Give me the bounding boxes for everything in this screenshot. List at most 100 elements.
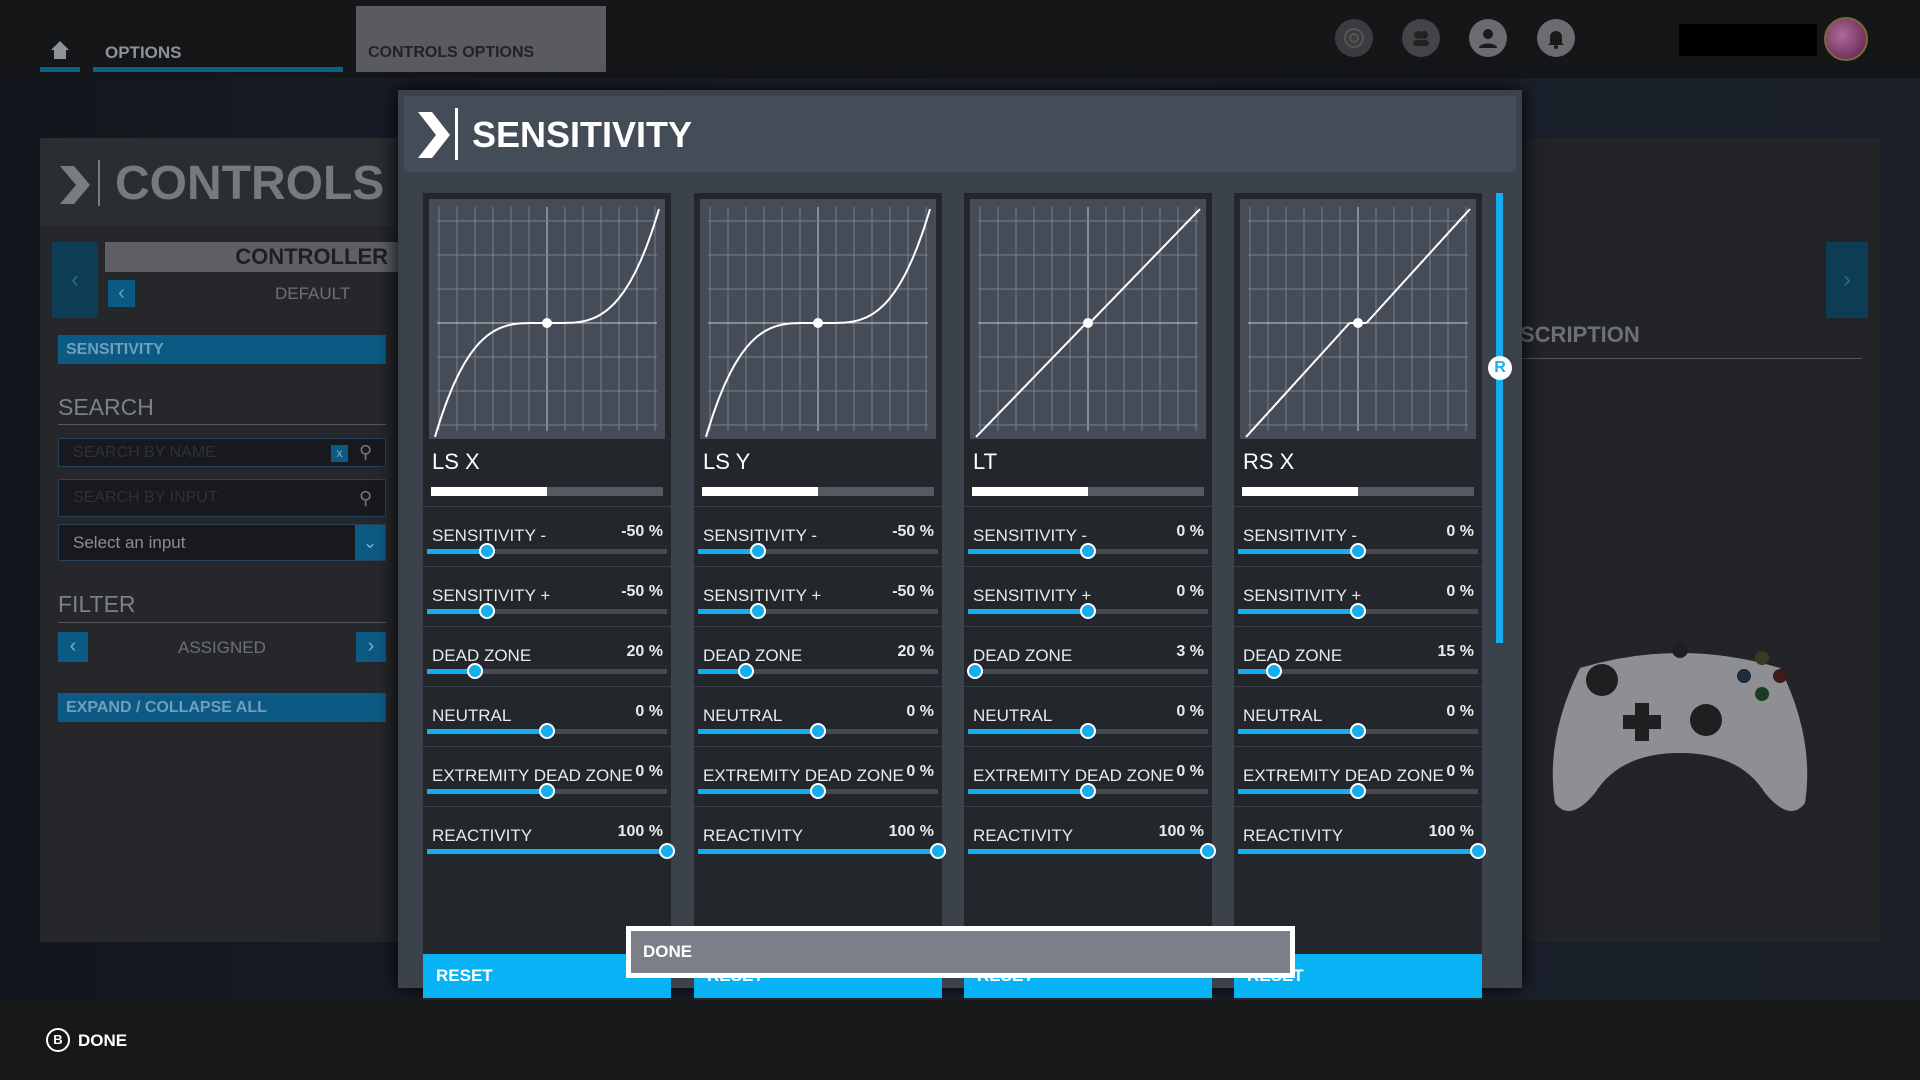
slider-handle[interactable] (1080, 723, 1096, 739)
category-sensitivity[interactable]: SENSITIVITY (58, 335, 386, 364)
slider-handle[interactable] (1266, 663, 1282, 679)
setting-row: REACTIVITY 100 % (964, 806, 1216, 866)
slider-handle[interactable] (1200, 843, 1216, 859)
tab-options[interactable]: OPTIONS (105, 43, 182, 62)
home-underline (40, 67, 80, 72)
next-device-button[interactable]: › (1826, 242, 1868, 318)
setting-value: -50 % (621, 523, 663, 540)
slider-handle[interactable] (1470, 843, 1486, 859)
slider-handle[interactable] (479, 543, 495, 559)
setting-slider[interactable] (968, 783, 1208, 799)
setting-slider[interactable] (427, 783, 667, 799)
setting-slider[interactable] (698, 663, 938, 679)
setting-label: REACTIVITY (432, 826, 533, 845)
slider-fill (427, 609, 487, 614)
setting-row: DEAD ZONE 20 % (423, 626, 671, 686)
activity-icon[interactable] (1335, 19, 1373, 57)
setting-slider[interactable] (427, 603, 667, 619)
setting-value: 0 % (906, 703, 934, 720)
setting-slider[interactable] (1238, 843, 1486, 859)
setting-slider[interactable] (698, 543, 938, 559)
setting-value: 15 % (1437, 643, 1474, 660)
setting-value: 0 % (1446, 763, 1474, 780)
footer-done[interactable]: DONE (78, 1031, 128, 1050)
scrollbar[interactable] (1496, 193, 1503, 643)
slider-handle[interactable] (1350, 723, 1366, 739)
setting-slider[interactable] (698, 843, 946, 859)
chevron-down-icon[interactable]: ⌄ (355, 525, 385, 560)
setting-slider[interactable] (1238, 723, 1478, 739)
sensitivity-dialog: SENSITIVITY LS X SENSITIVITY - -50 % SENSIT… (398, 90, 1522, 1002)
tab-controls-options[interactable]: CONTROLS OPTIONS (356, 6, 606, 72)
divider (58, 622, 386, 623)
setting-slider[interactable] (427, 663, 667, 679)
home-icon[interactable] (50, 40, 70, 60)
friends-icon[interactable] (1402, 19, 1440, 57)
setting-row: NEUTRAL 0 % (964, 686, 1212, 746)
slider-handle[interactable] (1080, 543, 1096, 559)
done-button[interactable]: DONE (626, 926, 1295, 978)
setting-slider[interactable] (698, 603, 938, 619)
slider-handle[interactable] (659, 843, 675, 859)
setting-slider[interactable] (968, 723, 1208, 739)
slider-handle[interactable] (967, 663, 984, 679)
setting-slider[interactable] (698, 783, 938, 799)
input-level-fill (1242, 487, 1358, 496)
setting-slider[interactable] (1238, 663, 1478, 679)
setting-slider[interactable] (967, 663, 1208, 679)
search-icon[interactable]: ⚲ (359, 442, 373, 462)
search-by-input-input[interactable]: SEARCH BY INPUT ⚲ (58, 479, 386, 517)
setting-label: SENSITIVITY + (973, 586, 1092, 605)
slider-handle[interactable] (1080, 783, 1096, 799)
profile-icon[interactable] (1469, 19, 1507, 57)
slider-handle[interactable] (1350, 783, 1366, 799)
slider-handle[interactable] (467, 663, 483, 679)
slider-handle[interactable] (750, 543, 766, 559)
filter-prev-button[interactable]: ‹ (58, 632, 88, 662)
setting-slider[interactable] (968, 543, 1208, 559)
slider-handle[interactable] (930, 843, 946, 859)
slider-handle[interactable] (1350, 603, 1366, 619)
slider-handle[interactable] (539, 723, 555, 739)
setting-slider[interactable] (1238, 543, 1478, 559)
filter-next-button[interactable]: › (356, 632, 386, 662)
setting-value: 0 % (1446, 523, 1474, 540)
avatar[interactable] (1824, 17, 1868, 61)
slider-handle[interactable] (738, 663, 754, 679)
setting-slider[interactable] (1238, 603, 1478, 619)
slider-handle[interactable] (810, 783, 826, 799)
filter-value: ASSIGNED (178, 638, 266, 657)
scrollbar-thumb[interactable]: R (1488, 356, 1512, 380)
setting-slider[interactable] (968, 843, 1216, 859)
divider (58, 424, 386, 425)
description-heading: SCRIPTION (1520, 322, 1640, 347)
search-icon[interactable]: ⚲ (359, 488, 373, 508)
setting-label: DEAD ZONE (973, 646, 1073, 665)
setting-row: SENSITIVITY - 0 % (1234, 506, 1482, 566)
setting-value: 20 % (626, 643, 663, 660)
setting-slider[interactable] (427, 543, 667, 559)
clear-icon[interactable]: x (331, 445, 348, 462)
setting-value: 0 % (1446, 583, 1474, 600)
slider-handle[interactable] (479, 603, 495, 619)
select-input-dropdown[interactable]: Select an input ⌄ (58, 524, 386, 561)
search-by-name-input[interactable]: SEARCH BY NAME x ⚲ (58, 438, 386, 467)
prev-profile-button[interactable]: ‹ (108, 280, 135, 307)
slider-handle[interactable] (1080, 603, 1096, 619)
slider-handle[interactable] (1350, 543, 1366, 559)
setting-slider[interactable] (427, 723, 667, 739)
response-curve-graph (970, 199, 1206, 439)
setting-row: EXTREMITY DEAD ZONE 0 % (423, 746, 671, 806)
setting-row: EXTREMITY DEAD ZONE 0 % (694, 746, 942, 806)
setting-slider[interactable] (1238, 783, 1478, 799)
slider-handle[interactable] (750, 603, 766, 619)
expand-collapse-all-button[interactable]: EXPAND / COLLAPSE ALL (58, 693, 386, 722)
setting-slider[interactable] (968, 603, 1208, 619)
slider-handle[interactable] (810, 723, 826, 739)
setting-slider[interactable] (427, 843, 675, 859)
slider-fill (698, 789, 818, 794)
slider-handle[interactable] (539, 783, 555, 799)
prev-device-button[interactable]: ‹ (52, 242, 98, 318)
notification-bell-icon[interactable] (1537, 19, 1575, 57)
setting-slider[interactable] (698, 723, 938, 739)
